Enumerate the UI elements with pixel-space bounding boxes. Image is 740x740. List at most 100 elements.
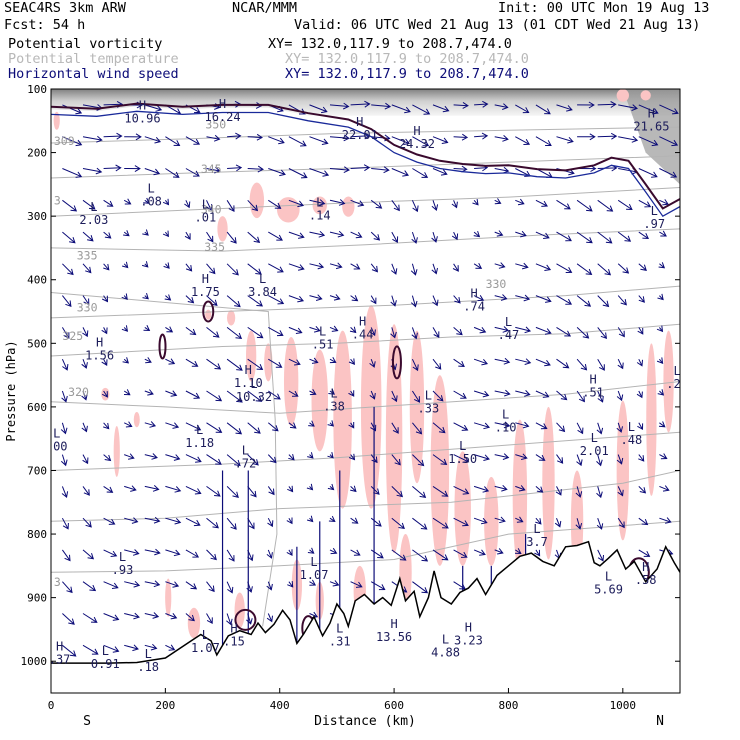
wind-arrow-129 xyxy=(206,231,214,243)
wind-arrow-259 xyxy=(371,102,392,110)
wind-arrow-346 xyxy=(473,358,489,366)
wind-arrow-327 xyxy=(452,263,459,272)
wind-arrow-482 xyxy=(659,453,668,460)
wind-arrow-49 xyxy=(103,517,116,525)
wind-arrow-230 xyxy=(329,230,345,238)
wind-arrow-95 xyxy=(163,262,170,269)
wind-arrow-220 xyxy=(307,452,314,459)
y-tick-label-2: 300 xyxy=(27,210,47,223)
wind-arrow-156 xyxy=(226,549,235,562)
wind-arrow-305 xyxy=(412,549,429,562)
wind-arrow-89 xyxy=(144,643,158,651)
wind-arrow-241 xyxy=(329,580,340,587)
wind-arrow-92 xyxy=(165,168,180,178)
pv-shade-0 xyxy=(249,182,265,219)
wind-arrow-399 xyxy=(556,136,574,144)
wind-arrow-393 xyxy=(535,422,548,430)
wind-arrow-268 xyxy=(369,390,376,400)
extremum-value-2: 22.01 xyxy=(342,128,378,142)
pv-shade-1 xyxy=(276,197,300,223)
wind-arrow-445 xyxy=(617,199,633,211)
wind-arrow-7 xyxy=(61,327,70,339)
wind-arrow-344 xyxy=(473,295,485,302)
wind-arrow-65 xyxy=(124,453,135,460)
tropopause-line xyxy=(51,110,680,218)
wind-arrow-198 xyxy=(288,263,305,271)
wind-arrow-256 xyxy=(350,517,359,524)
wind-arrow-99 xyxy=(165,390,178,397)
wind-arrow-130 xyxy=(206,263,216,275)
wind-arrow-392 xyxy=(535,390,550,398)
extremum-l-marker-33: L xyxy=(605,569,612,583)
x-tick-label-1: 200 xyxy=(155,699,175,712)
wind-arrow-24 xyxy=(82,295,90,306)
pv-shade-26 xyxy=(663,330,674,433)
wind-arrow-312 xyxy=(431,263,438,275)
wind-arrow-63 xyxy=(123,389,131,396)
wind-arrow-114 xyxy=(185,295,195,304)
wind-arrow-418 xyxy=(576,263,593,275)
wind-arrow-141 xyxy=(206,613,213,625)
wind-arrow-347 xyxy=(473,390,490,398)
wind-arrow-470 xyxy=(638,549,651,557)
extremum-value-24: .00 xyxy=(46,439,68,453)
wind-arrow-335 xyxy=(453,517,469,527)
wind-arrow-480 xyxy=(657,389,665,396)
terrain-line xyxy=(51,540,680,664)
wind-arrow-403 xyxy=(556,263,573,273)
wind-arrow-134 xyxy=(206,390,223,402)
wind-arrow-168 xyxy=(247,390,263,402)
wind-arrow-14 xyxy=(61,549,71,562)
wind-arrow-82 xyxy=(144,421,157,428)
pv-contour-0 xyxy=(202,300,215,323)
wind-arrow-462 xyxy=(638,295,645,303)
wind-arrow-41 xyxy=(103,263,110,271)
extremum-value-36: 3.23 xyxy=(454,633,483,647)
wind-arrow-51 xyxy=(103,581,119,589)
wind-arrow-252 xyxy=(348,390,355,397)
theta-contour-7 xyxy=(51,155,680,179)
wind-arrow-263 xyxy=(370,231,381,241)
wind-arrow-13 xyxy=(61,517,69,530)
wind-arrow-377 xyxy=(515,390,531,397)
wind-arrow-430 xyxy=(597,199,614,212)
wind-arrow-150 xyxy=(226,358,243,371)
wind-arrow-152 xyxy=(226,422,243,435)
wind-arrow-20 xyxy=(82,167,103,175)
wind-arrow-1 xyxy=(62,136,83,147)
wind-arrow-34 xyxy=(82,613,98,623)
terrain-fill xyxy=(51,541,680,693)
pv-shade-17 xyxy=(409,330,425,484)
wind-arrow-246 xyxy=(350,199,365,207)
wind-arrow-484 xyxy=(659,517,672,524)
legend-pt-name: Potential temperature xyxy=(8,51,179,67)
wind-arrow-450 xyxy=(617,358,624,370)
wind-arrow-170 xyxy=(247,454,259,466)
extremum-l-marker-39: L xyxy=(202,628,209,642)
wind-arrow-411 xyxy=(554,518,562,528)
wind-arrow-249 xyxy=(350,295,359,302)
wind-arrow-119 xyxy=(185,454,202,463)
wind-arrow-463 xyxy=(637,327,644,335)
wind-arrow-39 xyxy=(103,199,114,207)
wind-arrow-70 xyxy=(124,612,140,620)
wind-arrow-355 xyxy=(494,166,510,174)
wind-arrow-8 xyxy=(61,358,69,371)
wind-arrow-37 xyxy=(103,132,123,140)
wind-arrow-221 xyxy=(306,483,314,491)
wind-arrow-354 xyxy=(494,135,509,142)
wind-arrow-292 xyxy=(412,136,430,147)
wind-arrow-374 xyxy=(515,294,531,302)
wind-arrow-362 xyxy=(494,389,511,397)
wind-arrow-475 xyxy=(659,230,667,237)
wind-arrow-48 xyxy=(103,485,114,493)
wind-arrow-151 xyxy=(226,390,243,403)
wind-arrow-391 xyxy=(535,358,551,367)
wind-arrow-195 xyxy=(288,168,308,179)
north-end-label: N xyxy=(656,714,664,729)
wind-arrow-46 xyxy=(103,422,110,430)
pv-shade-22 xyxy=(542,406,555,560)
extremum-value-32: 3.7 xyxy=(526,535,548,549)
wind-arrow-208 xyxy=(287,581,294,588)
wind-arrow-356 xyxy=(494,198,502,205)
